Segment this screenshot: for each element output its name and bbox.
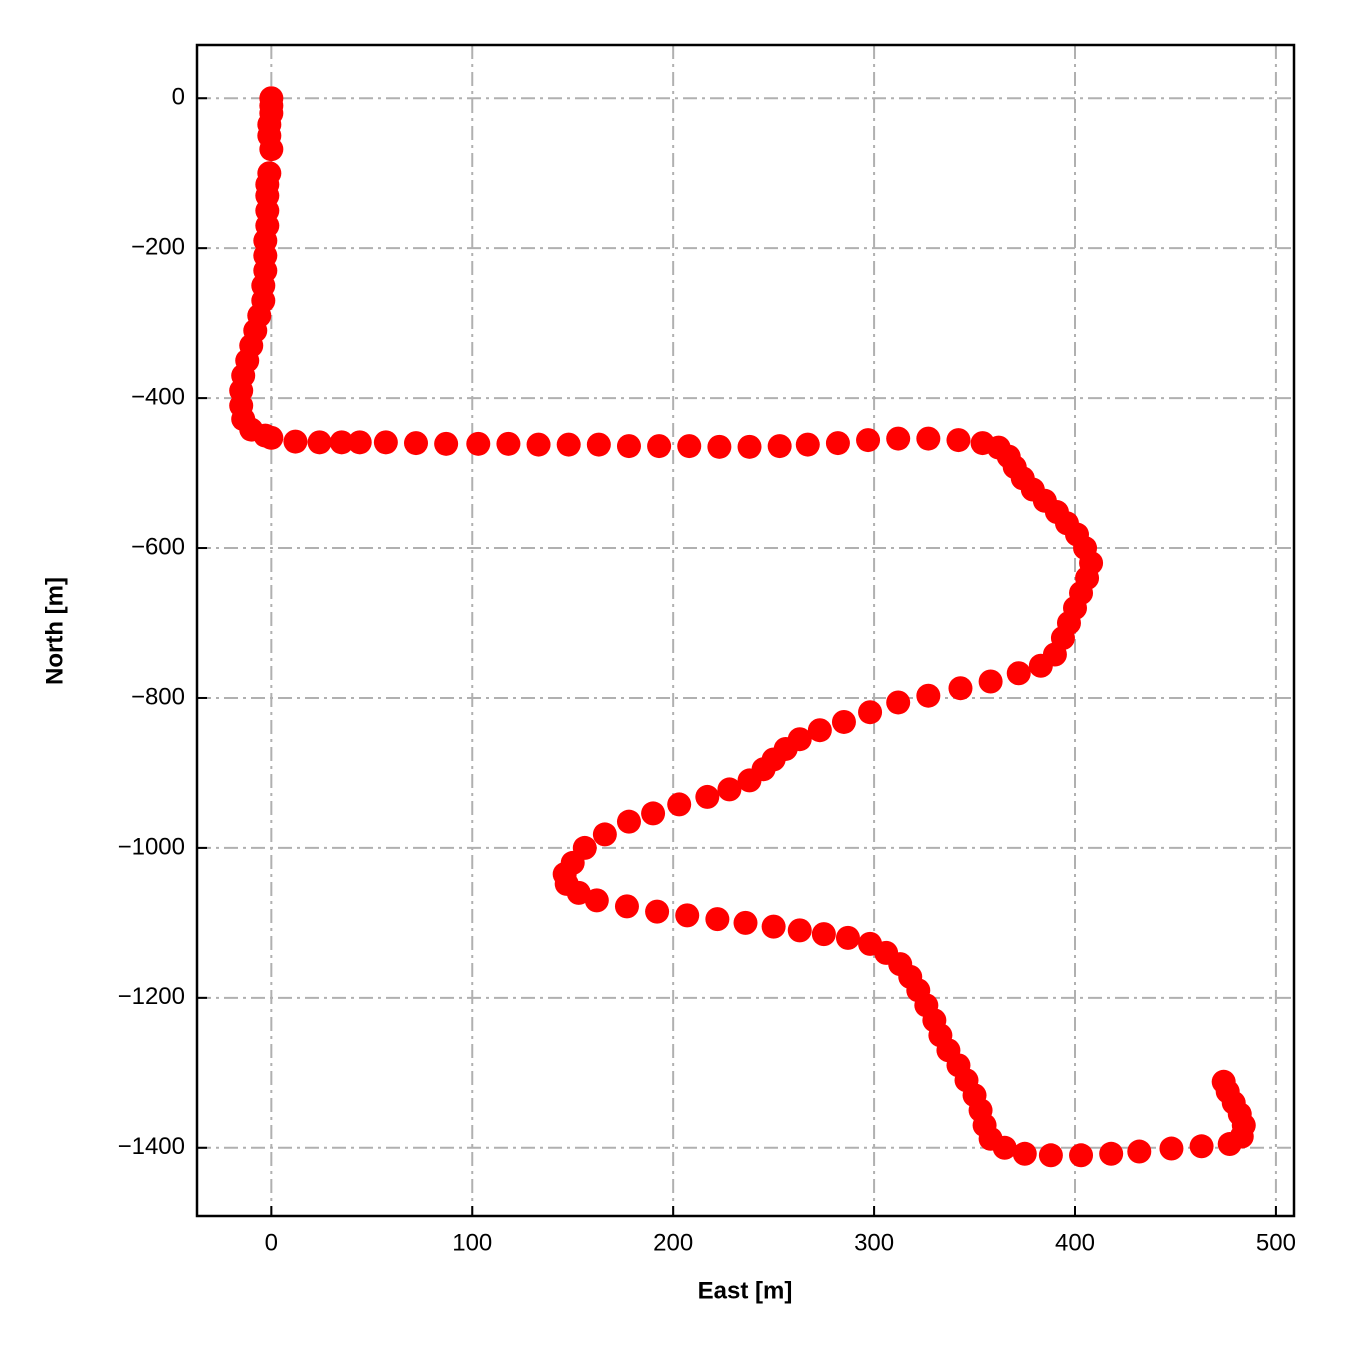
y-tick-label: −400: [131, 383, 185, 410]
point: [641, 801, 666, 826]
point: [1038, 1143, 1063, 1168]
point: [496, 431, 521, 456]
point: [787, 918, 812, 943]
y-tick-label: −600: [131, 533, 185, 560]
point: [705, 907, 730, 932]
point: [329, 430, 354, 455]
point: [667, 792, 692, 817]
point: [307, 430, 332, 455]
point: [566, 880, 591, 905]
point: [1069, 1143, 1094, 1168]
y-tick-label: −1200: [118, 983, 185, 1010]
point: [767, 434, 792, 459]
point: [831, 709, 856, 734]
point: [858, 700, 883, 725]
point: [556, 432, 581, 457]
point: [1211, 1069, 1236, 1094]
point: [373, 430, 398, 455]
point: [992, 1135, 1017, 1160]
point: [584, 888, 609, 913]
point: [811, 922, 836, 947]
x-tick-label: 400: [1055, 1229, 1095, 1256]
point: [946, 428, 971, 453]
point: [347, 430, 372, 455]
point: [614, 894, 639, 919]
y-tick-label: −1400: [118, 1133, 185, 1160]
point: [526, 432, 551, 457]
y-axis-title: North [m]: [41, 577, 68, 685]
point: [695, 784, 720, 809]
y-tick-label: −800: [131, 683, 185, 710]
point: [259, 425, 284, 450]
point: [259, 137, 284, 162]
point: [1006, 661, 1031, 686]
point: [586, 432, 611, 457]
point: [647, 434, 672, 459]
point: [886, 690, 911, 715]
point: [856, 428, 881, 453]
point: [616, 809, 641, 834]
point: [707, 434, 732, 459]
y-tick-label: −200: [131, 234, 185, 261]
x-axis-title: East [m]: [698, 1277, 793, 1304]
x-tick-label: 100: [452, 1229, 492, 1256]
point: [795, 432, 820, 457]
point: [737, 434, 762, 459]
point: [1099, 1141, 1124, 1166]
point: [733, 910, 758, 935]
point: [434, 431, 459, 456]
point: [675, 903, 700, 928]
point: [978, 669, 1003, 694]
y-tick-label: 0: [172, 84, 185, 111]
point: [616, 434, 641, 459]
point: [737, 768, 762, 793]
point: [916, 683, 941, 708]
point: [645, 899, 670, 924]
point: [835, 925, 860, 950]
point: [1159, 1136, 1184, 1161]
point: [283, 429, 308, 454]
point: [761, 914, 786, 939]
plot-frame: [195, 43, 1296, 1218]
point: [1127, 1139, 1152, 1164]
x-tick-label: 200: [653, 1229, 693, 1256]
point: [1012, 1141, 1037, 1166]
y-tick-label: −1000: [118, 833, 185, 860]
point: [948, 676, 973, 701]
point: [717, 777, 742, 802]
x-tick-label: 300: [854, 1229, 894, 1256]
x-tick-label: 0: [265, 1229, 278, 1256]
point: [886, 426, 911, 451]
point: [403, 431, 428, 456]
point: [592, 822, 617, 847]
x-tick-label: 500: [1256, 1229, 1296, 1256]
point: [825, 431, 850, 456]
point: [1189, 1134, 1214, 1159]
point: [466, 431, 491, 456]
point: [807, 718, 832, 743]
point: [677, 434, 702, 459]
point: [916, 426, 941, 451]
point: [1028, 653, 1053, 678]
